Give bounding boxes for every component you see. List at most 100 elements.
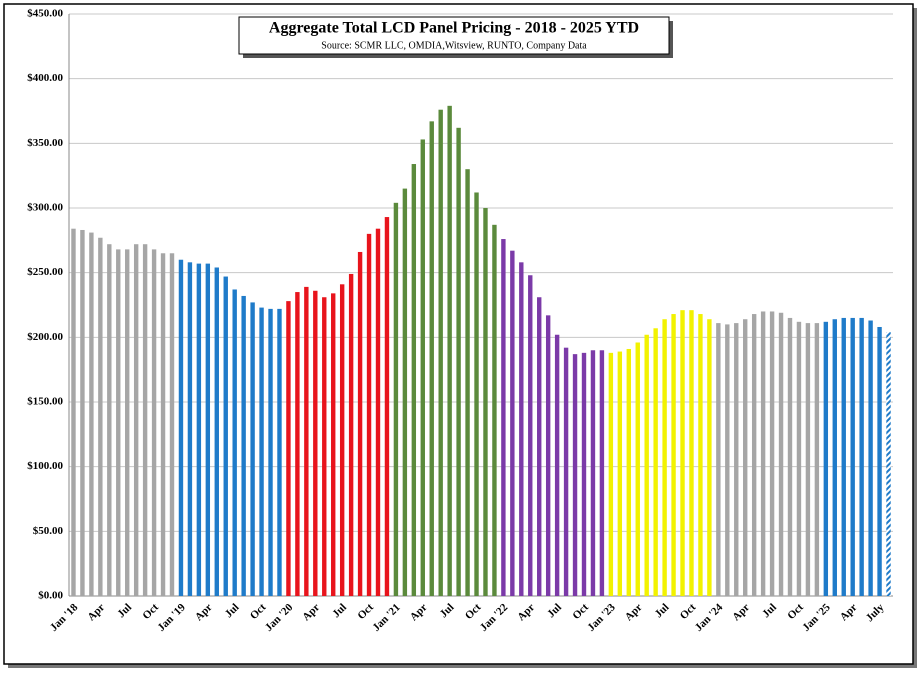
- y-tick-label: $100.00: [27, 460, 63, 472]
- bar: [689, 310, 694, 596]
- bar: [519, 262, 524, 596]
- bar: [608, 352, 614, 596]
- bar: [554, 334, 560, 596]
- bar: [510, 250, 515, 596]
- bar: [760, 311, 766, 596]
- bar: [196, 263, 202, 596]
- bar: [832, 319, 837, 596]
- y-tick-label: $400.00: [27, 72, 63, 84]
- bar: [707, 319, 712, 596]
- bar: [357, 251, 363, 596]
- bar: [402, 188, 408, 596]
- bar: [716, 323, 721, 596]
- bar: [778, 312, 784, 596]
- bar: [698, 314, 703, 596]
- bar: [178, 259, 184, 596]
- y-tick-label: $150.00: [27, 396, 63, 408]
- bar: [823, 321, 829, 596]
- y-tick-label: $200.00: [27, 331, 63, 343]
- bar: [339, 284, 345, 596]
- bar: [223, 276, 228, 596]
- bar: [116, 249, 121, 597]
- bar: [125, 249, 130, 597]
- bar: [644, 334, 649, 596]
- bar: [796, 321, 802, 596]
- bar: [528, 275, 533, 596]
- bar: [151, 249, 157, 597]
- bar: [133, 244, 139, 597]
- bar: [366, 233, 372, 596]
- chart-title: Aggregate Total LCD Panel Pricing - 2018…: [269, 20, 639, 37]
- bar: [438, 109, 443, 596]
- bar: [859, 317, 864, 596]
- bar: [169, 253, 175, 596]
- bar: [107, 244, 112, 597]
- bar: [295, 292, 300, 596]
- bar: [241, 295, 246, 596]
- y-tick-label: $450.00: [27, 8, 63, 20]
- bar: [322, 297, 327, 596]
- bar: [268, 308, 273, 596]
- bar: [635, 342, 640, 596]
- bar: [886, 332, 891, 596]
- bar: [581, 352, 587, 596]
- bar: [563, 347, 569, 596]
- bar: [877, 326, 882, 596]
- bar: [680, 310, 685, 596]
- bar: [447, 105, 452, 597]
- bar: [483, 208, 488, 596]
- bar: [313, 290, 318, 596]
- bar: [617, 351, 623, 596]
- bar: [743, 319, 748, 596]
- y-tick-label: $50.00: [33, 525, 64, 537]
- bar: [751, 314, 757, 596]
- bar: [304, 286, 309, 596]
- bar: [868, 320, 873, 596]
- y-tick-label: $0.00: [38, 590, 63, 602]
- bar: [805, 323, 811, 596]
- bar: [348, 273, 354, 596]
- bar: [142, 244, 148, 597]
- bar: [474, 192, 479, 597]
- bar: [429, 121, 434, 596]
- bar: [787, 317, 793, 596]
- bar: [286, 301, 291, 596]
- bar: [599, 350, 605, 596]
- bar: [572, 354, 578, 596]
- bar: [769, 311, 775, 596]
- bar: [626, 348, 631, 596]
- bar: [80, 229, 85, 596]
- bar: [465, 169, 470, 596]
- bar: [71, 228, 76, 596]
- bar: [420, 139, 425, 596]
- bar: [214, 267, 219, 596]
- bar: [545, 315, 551, 596]
- bar: [501, 239, 506, 597]
- bar: [259, 307, 264, 596]
- bar: [250, 302, 255, 596]
- bar: [331, 293, 336, 596]
- bar: [375, 228, 381, 596]
- y-tick-label: $300.00: [27, 202, 63, 214]
- bar: [653, 328, 658, 596]
- bar: [662, 319, 667, 596]
- y-tick-label: $250.00: [27, 266, 63, 278]
- bar: [98, 237, 103, 596]
- bar: [277, 308, 282, 596]
- bar: [850, 317, 855, 596]
- bar: [841, 317, 846, 596]
- bar: [725, 324, 730, 596]
- bar: [734, 323, 739, 596]
- bar: [537, 297, 542, 596]
- bar: [393, 202, 399, 596]
- bar: [492, 224, 497, 596]
- bar: [232, 289, 237, 596]
- y-tick-label: $350.00: [27, 137, 63, 149]
- bar: [671, 314, 676, 596]
- bar: [89, 232, 94, 596]
- bar: [187, 262, 193, 596]
- chart-subtitle: Source: SCMR LLC, OMDIA,Witsview, RUNTO,…: [321, 40, 587, 51]
- bar: [814, 323, 820, 596]
- bar: [384, 217, 390, 596]
